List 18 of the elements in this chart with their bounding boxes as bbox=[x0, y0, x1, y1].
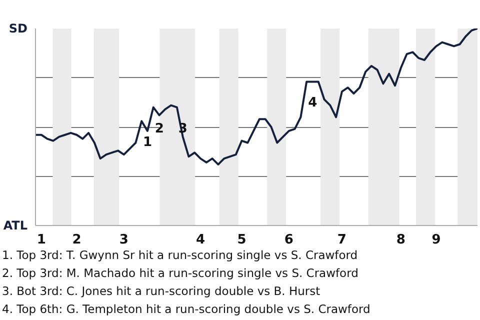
text: 4. Top 6th: G. Templeton hit a run-scoring double vs S. Crawford bbox=[2, 301, 370, 318]
text: ATL bbox=[3, 218, 28, 232]
x-tick-label: 9 bbox=[432, 232, 441, 248]
x-tick-label: 6 bbox=[284, 232, 294, 248]
x-tick-label: 3 bbox=[119, 232, 128, 248]
text: 1. Top 3rd: T. Gwynn Sr hit a run-scoring single vs S. Crawford bbox=[2, 247, 359, 264]
x-tick-label: 1 bbox=[36, 232, 46, 248]
annotation: 4 bbox=[308, 96, 318, 111]
x-tick-label: 5 bbox=[237, 232, 246, 248]
x-tick-label: 4 bbox=[196, 232, 206, 248]
x-tick-label: 2 bbox=[72, 232, 82, 248]
annotation: 2 bbox=[154, 121, 164, 136]
text: 2. Top 3rd: M. Machado hit a run-scoring single vs S. Crawford bbox=[2, 265, 360, 282]
x-tick-label: 8 bbox=[396, 232, 406, 248]
x-tick-label: 7 bbox=[337, 232, 346, 248]
text: SD bbox=[8, 22, 28, 36]
annotation: 1 bbox=[143, 135, 152, 150]
text: 3. Bot 3rd: C. Jones hit a run-scoring double vs B. Hurst bbox=[2, 283, 322, 300]
